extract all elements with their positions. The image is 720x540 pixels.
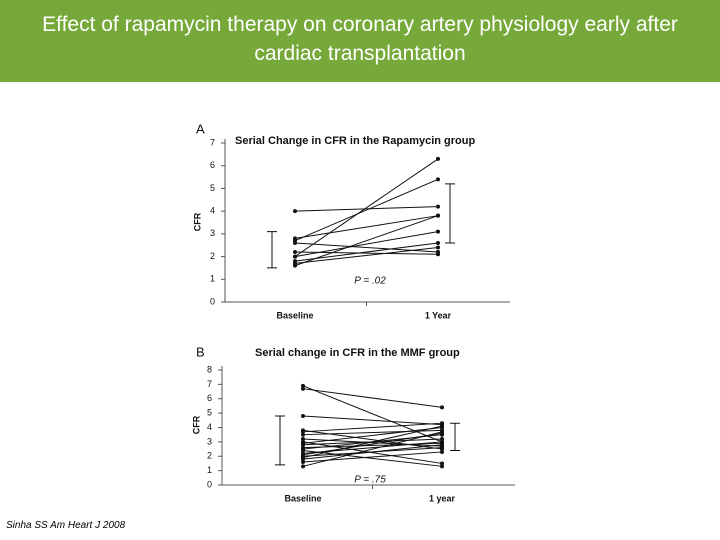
y-tick-label: 1 — [210, 274, 215, 284]
error-bar — [445, 183, 455, 244]
point — [440, 464, 444, 469]
point — [436, 156, 440, 161]
y-tick-label: 2 — [210, 251, 215, 261]
y-tick-label: 2 — [207, 451, 212, 461]
y-tick-label: 3 — [210, 228, 215, 238]
y-tick-label: 4 — [207, 422, 212, 432]
y-tick-label: 6 — [207, 393, 212, 403]
y-tick-label: 7 — [207, 379, 212, 389]
y-axis-label: CFR — [191, 415, 201, 434]
error-bar — [450, 422, 460, 451]
point — [301, 457, 305, 462]
point — [293, 236, 297, 241]
chart-title: Serial Change in CFR in the Rapamycin gr… — [235, 135, 475, 147]
citation: Sinha SS Am Heart J 2008 — [6, 520, 126, 531]
series-line — [302, 427, 443, 444]
point — [436, 204, 440, 209]
annotation: P = .02 — [354, 276, 386, 287]
series-line — [302, 441, 443, 464]
series-line — [294, 158, 439, 257]
point — [293, 261, 297, 266]
y-tick-label: 5 — [207, 408, 212, 418]
point — [440, 437, 444, 441]
y-tick-label: 5 — [210, 183, 215, 193]
series-line — [294, 215, 439, 239]
point — [436, 252, 440, 257]
point — [301, 414, 305, 418]
x-tick-label: 1 year — [429, 493, 456, 503]
series-line — [302, 388, 443, 408]
point — [436, 213, 440, 218]
point — [301, 452, 305, 457]
series-line — [294, 178, 439, 242]
point — [301, 437, 305, 441]
series-line — [294, 206, 439, 212]
point — [301, 464, 305, 469]
point — [436, 229, 440, 234]
y-tick-label: 6 — [210, 160, 215, 170]
point — [436, 240, 440, 245]
point — [440, 449, 444, 454]
x-tick-label: Baseline — [284, 493, 321, 503]
point — [301, 442, 305, 447]
title-banner — [0, 0, 720, 82]
point — [293, 240, 297, 245]
series-line — [302, 438, 443, 447]
point — [440, 431, 444, 436]
point — [301, 386, 305, 391]
point — [440, 405, 444, 410]
series-line — [302, 444, 443, 460]
y-tick-label: 1 — [207, 465, 212, 475]
x-tick-label: Baseline — [276, 310, 313, 320]
point — [436, 177, 440, 182]
point — [301, 448, 305, 453]
slide-title: Effect of rapamycin therapy on coronary … — [42, 13, 678, 65]
point — [436, 245, 440, 250]
error-bar — [267, 231, 277, 269]
series-line — [302, 425, 443, 459]
panel-label: A — [196, 121, 205, 136]
point — [440, 421, 444, 426]
error-bar — [275, 415, 285, 466]
point — [301, 432, 305, 437]
y-tick-label: 0 — [210, 296, 215, 306]
point — [301, 429, 305, 434]
series-line — [294, 246, 439, 264]
series-line — [302, 385, 443, 443]
point — [440, 461, 444, 466]
y-tick-label: 4 — [210, 206, 215, 216]
series-line — [302, 415, 443, 426]
series-line — [294, 215, 439, 267]
annotation: P = .75 — [354, 475, 386, 486]
series-line — [294, 251, 439, 255]
y-tick-label: 7 — [210, 137, 215, 147]
point — [301, 383, 305, 388]
point — [293, 250, 297, 255]
series-line — [302, 422, 443, 433]
point — [293, 209, 297, 214]
panel-label: B — [196, 344, 205, 359]
y-tick-label: 0 — [207, 479, 212, 489]
point — [440, 424, 444, 429]
y-tick-label: 3 — [207, 436, 212, 446]
point — [293, 254, 297, 259]
point — [440, 444, 444, 449]
series-line — [302, 432, 443, 456]
x-tick-label: 1 Year — [425, 310, 452, 320]
point — [301, 460, 305, 464]
point — [440, 439, 444, 444]
series-line — [294, 242, 439, 262]
chart-title: Serial change in CFR in the MMF group — [255, 347, 460, 359]
series-line — [302, 431, 443, 467]
series-line — [302, 450, 443, 467]
y-tick-label: 8 — [207, 364, 212, 374]
y-axis-label: CFR — [192, 212, 202, 231]
